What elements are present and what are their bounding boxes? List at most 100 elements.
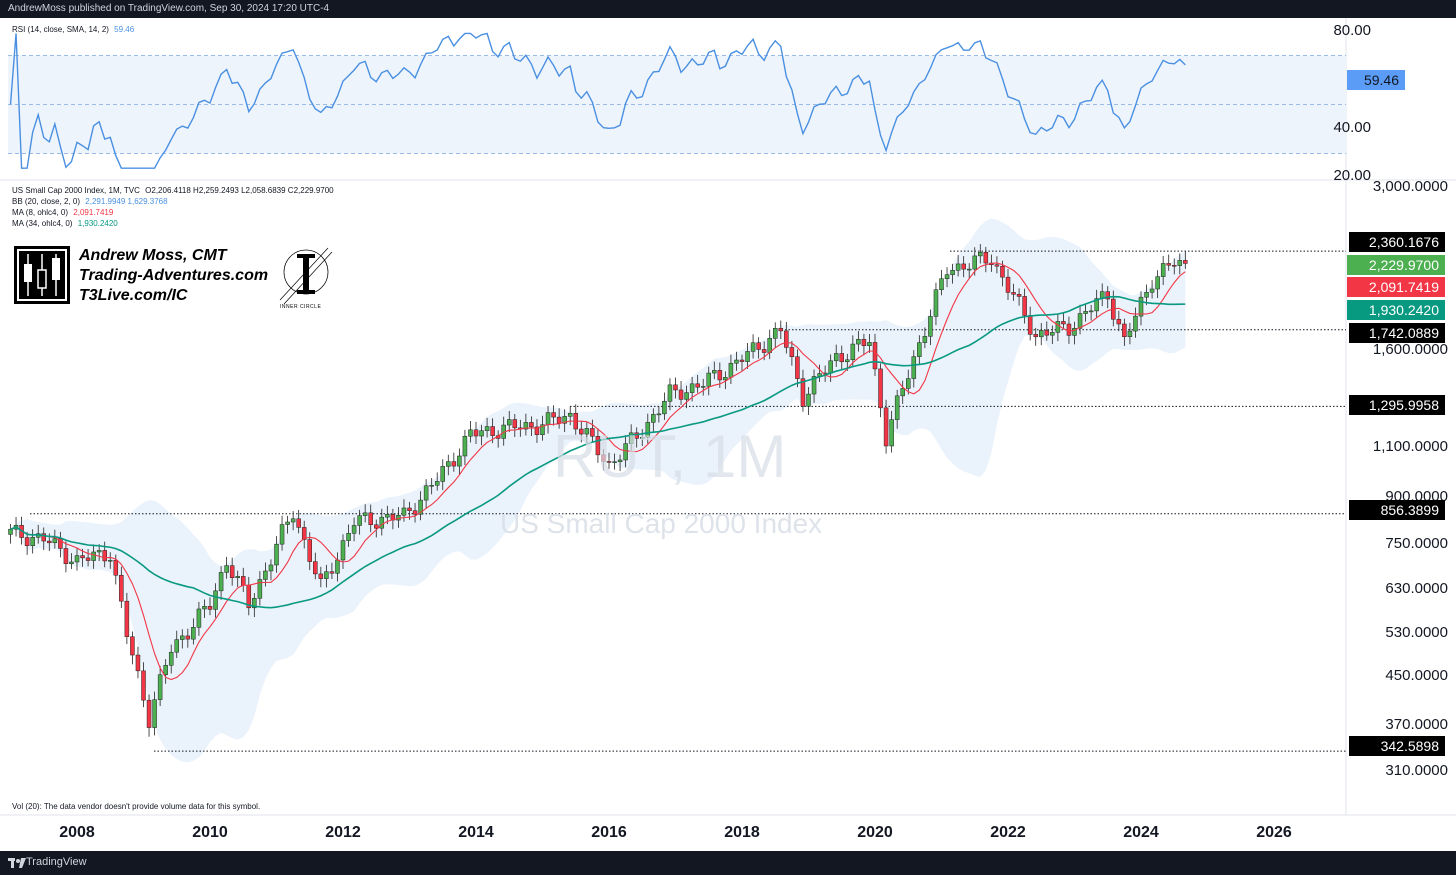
candle-body — [978, 252, 983, 257]
candle-body — [457, 455, 462, 467]
price-legend: US Small Cap 2000 Index, 1M, TVC O2,206.… — [12, 185, 334, 229]
candle-body — [617, 459, 623, 462]
candle-body — [213, 590, 218, 610]
candle-body — [628, 432, 634, 444]
candle-body — [1094, 298, 1099, 312]
candle-body — [1000, 265, 1005, 278]
candle-body — [91, 551, 96, 561]
candle-body — [734, 359, 739, 364]
candle-body — [512, 419, 518, 429]
candle-body — [778, 328, 784, 332]
candle-body — [894, 395, 900, 420]
year-label: 2016 — [591, 824, 627, 841]
candle-body — [800, 378, 806, 407]
candle-body — [1133, 315, 1138, 332]
candle-body — [689, 383, 695, 393]
candle-body — [529, 422, 534, 428]
year-label: 2014 — [458, 824, 494, 841]
year-label: 2026 — [1256, 824, 1292, 841]
candle-body — [1105, 291, 1110, 300]
rsi-legend-value: 59.46 — [114, 25, 135, 34]
candle-body — [667, 384, 673, 402]
ma34-line — [10, 295, 1186, 609]
candle-body — [507, 419, 512, 426]
candle-body — [102, 550, 107, 562]
candle-body — [135, 654, 141, 672]
tradingview-logo-icon — [8, 858, 26, 868]
candle-body — [362, 512, 368, 516]
candle-body — [484, 426, 490, 431]
candle-body — [994, 264, 1000, 267]
candle-body — [944, 274, 950, 279]
candle-body — [833, 353, 839, 362]
candle-body — [739, 359, 745, 362]
rsi-legend: RSI (14, close, SMA, 14, 2) 59.46 — [12, 24, 134, 35]
candle-body — [85, 557, 91, 561]
candle-body — [274, 543, 279, 566]
candle-body — [423, 485, 429, 501]
candle-body — [712, 370, 717, 374]
candle-body — [1077, 313, 1083, 329]
level-badge: 856.3899 — [1349, 500, 1445, 520]
candle-body — [224, 565, 229, 573]
candle-body — [374, 524, 379, 529]
candle-body — [889, 419, 894, 447]
price-tick: 750.0000 — [1385, 535, 1448, 552]
candle-body — [357, 515, 362, 526]
candle-body — [700, 386, 706, 388]
candle-body — [191, 627, 196, 640]
price-tick: 310.0000 — [1385, 762, 1448, 779]
rsi-value-badge: 59.46 — [1347, 70, 1405, 90]
candle-body — [1066, 323, 1072, 336]
candle-body — [229, 565, 235, 579]
candle-body — [1172, 264, 1177, 267]
candle-body — [883, 407, 889, 447]
candle-body — [612, 461, 617, 463]
last-price-badge: 2,229.9700 — [1347, 255, 1445, 275]
rsi-tick-80: 80.00 — [1333, 22, 1371, 39]
level-badge: 342.5898 — [1349, 736, 1445, 756]
candle-body — [146, 699, 152, 728]
candle-body — [313, 561, 318, 575]
candle-body — [723, 377, 728, 381]
legend-bb-values: 2,291.9949 1,629.3768 — [85, 197, 168, 206]
candle-body — [340, 540, 346, 561]
brand-text: Andrew Moss, CMT Trading-Adventures.com … — [79, 246, 268, 306]
candle-body — [174, 639, 179, 653]
candle-body — [966, 268, 972, 271]
candle-body — [651, 414, 656, 423]
brand-link: T3Live.com/IC — [79, 287, 188, 304]
candle-body — [324, 571, 329, 579]
candlestick-logo-icon — [14, 246, 70, 304]
candle-body — [745, 351, 750, 362]
candle-body — [1044, 330, 1050, 336]
candle-body — [906, 378, 911, 389]
candle-body — [52, 538, 58, 544]
level-badge: 1,295.9958 — [1349, 395, 1445, 415]
tradingview-footer: TradingView — [0, 851, 1456, 875]
price-tick: 370.0000 — [1385, 716, 1448, 733]
candle-body — [839, 353, 844, 363]
candle-body — [257, 579, 263, 599]
candle-body — [1033, 334, 1038, 338]
legend-symbol: US Small Cap 2000 Index, 1M, TVC — [12, 186, 140, 195]
candle-body — [795, 356, 800, 379]
candle-body — [1177, 260, 1183, 266]
candle-body — [108, 559, 113, 562]
candle-body — [335, 559, 340, 574]
chart-canvas[interactable] — [0, 18, 1456, 851]
rsi-line — [9, 32, 1186, 169]
candle-body — [41, 533, 46, 542]
legend-ma8-label: MA (8, ohlc4, 0) — [12, 208, 69, 217]
candle-body — [845, 359, 850, 363]
candle-body — [523, 422, 529, 430]
candle-body — [24, 537, 30, 546]
candle-body — [756, 342, 761, 350]
candle-body — [1055, 321, 1061, 333]
candle-body — [1039, 330, 1044, 338]
candle-body — [113, 559, 119, 576]
price-tick: 530.0000 — [1385, 624, 1448, 641]
candle-body — [401, 507, 407, 516]
candle-body — [80, 555, 85, 559]
candle-body — [63, 548, 69, 565]
